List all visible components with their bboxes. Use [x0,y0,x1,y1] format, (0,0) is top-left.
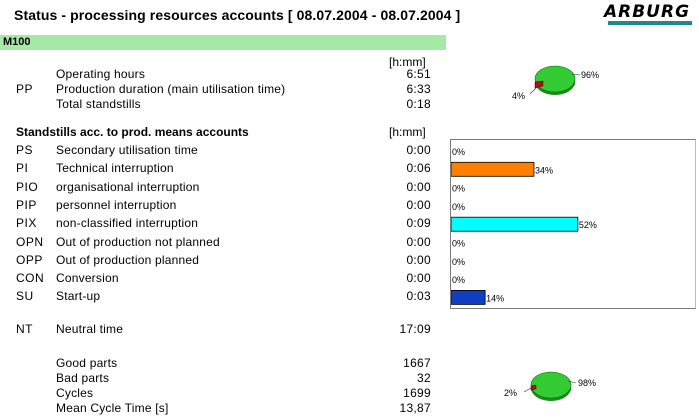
bar-label-ps: 0% [452,147,465,157]
parts-pie-leader-main [567,380,577,384]
logo-underline [608,21,692,25]
production-code: PP [16,82,34,96]
page-title: Status - processing resources accounts [… [14,7,461,23]
standstill-value-pi: 0:06 [406,161,431,175]
standstill-value-pio: 0:00 [406,180,431,194]
standstill-label-ps: Secondary utilisation time [56,143,198,157]
mean-cycle-time-label: Mean Cycle Time [s] [56,401,169,415]
standstill-code-pix: PIX [16,216,37,230]
bar-label-con: 0% [452,275,465,285]
standstill-value-pix: 0:09 [406,216,431,230]
production-pie-leader-main [571,73,581,76]
operating-hours-value: 6:51 [406,67,431,81]
bar-label-opp: 0% [452,257,465,267]
standstill-value-con: 0:00 [406,271,431,285]
operating-hours-label: Operating hours [56,67,146,81]
total-standstills-value: 0:18 [406,97,431,111]
standstill-label-con: Conversion [56,271,119,285]
standstill-value-opp: 0:00 [406,253,431,267]
bar-label-pip: 0% [452,202,465,212]
standstill-value-pip: 0:00 [406,198,431,212]
standstill-code-opp: OPP [16,253,43,267]
standstill-code-su: SU [16,289,34,303]
standstills-unit-header: [h:mm] [389,125,426,139]
bar-pi [450,161,535,177]
bar-label-pi: 34% [535,165,553,175]
standstill-label-pix: non-classified interruption [56,216,199,230]
standstill-label-opn: Out of production not planned [56,235,220,249]
bar-su [450,289,486,305]
bad-parts-label: Bad parts [56,371,110,385]
total-standstills-label: Total standstills [56,97,141,111]
machine-label: M100 [3,36,31,48]
parts-pie-chart: 98% 2% [504,371,596,401]
parts-pie-label-main: 98% [578,378,596,388]
production-pie-label-main: 96% [581,70,599,80]
standstill-label-su: Start-up [56,289,101,303]
standstill-label-pi: Technical interruption [56,161,174,175]
standstill-code-con: CON [16,271,45,285]
production-duration-label: Production duration (main utilisation ti… [56,82,286,96]
standstill-label-pio: organisational interruption [56,180,200,194]
mean-cycle-time-value: 13,87 [399,401,431,415]
parts-pie-leader-small [523,387,532,393]
parts-pie-slice-small [530,384,537,391]
neutral-value: 17:09 [399,322,431,336]
bar-label-opn: 0% [452,239,465,249]
good-parts-value: 1667 [403,356,431,370]
neutral-code: NT [16,322,33,336]
standstills-bar-chart-frame: 0% 34% 0% 0% 52% 0% 0% 0% 14% [450,139,696,309]
bar-label-pix: 52% [579,220,597,230]
bar-label-pio: 0% [452,184,465,194]
standstill-value-su: 0:03 [406,289,431,303]
production-pie-leader-small [529,86,538,95]
standstill-code-ps: PS [16,143,34,157]
standstill-code-pi: PI [16,161,29,175]
standstills-title: Standstills acc. to prod. means accounts [16,125,249,139]
standstill-label-opp: Out of production planned [56,253,200,267]
production-pie-slice-main [534,65,576,93]
cycles-label: Cycles [56,386,94,400]
production-unit-header: [h:mm] [389,55,426,69]
standstill-value-ps: 0:00 [406,143,431,157]
parts-pie-label-small: 2% [504,388,517,398]
neutral-label: Neutral time [56,322,124,336]
standstill-code-opn: OPN [16,235,44,249]
arburg-logo: ARBURG [602,2,692,26]
standstill-code-pip: PIP [16,198,37,212]
production-pie-chart: 96% 4% [512,65,599,101]
standstill-label-pip: personnel interruption [56,198,177,212]
production-pie-slice-small [534,80,544,89]
logo-text: ARBURG [603,2,691,22]
standstills-bar-chart: 0% 34% 0% 0% 52% 0% 0% 0% 14% [450,147,597,305]
production-duration-value: 6:33 [406,82,431,96]
parts-pie-slice-main [530,371,572,399]
bad-parts-value: 32 [417,371,431,385]
bar-pix [450,216,579,232]
production-pie-label-small: 4% [512,91,525,101]
good-parts-label: Good parts [56,356,118,370]
standstill-code-pio: PIO [16,180,39,194]
machine-header-bar: M100 [0,35,446,50]
cycles-value: 1699 [403,386,431,400]
bar-label-su: 14% [486,293,504,303]
standstill-value-opn: 0:00 [406,235,431,249]
